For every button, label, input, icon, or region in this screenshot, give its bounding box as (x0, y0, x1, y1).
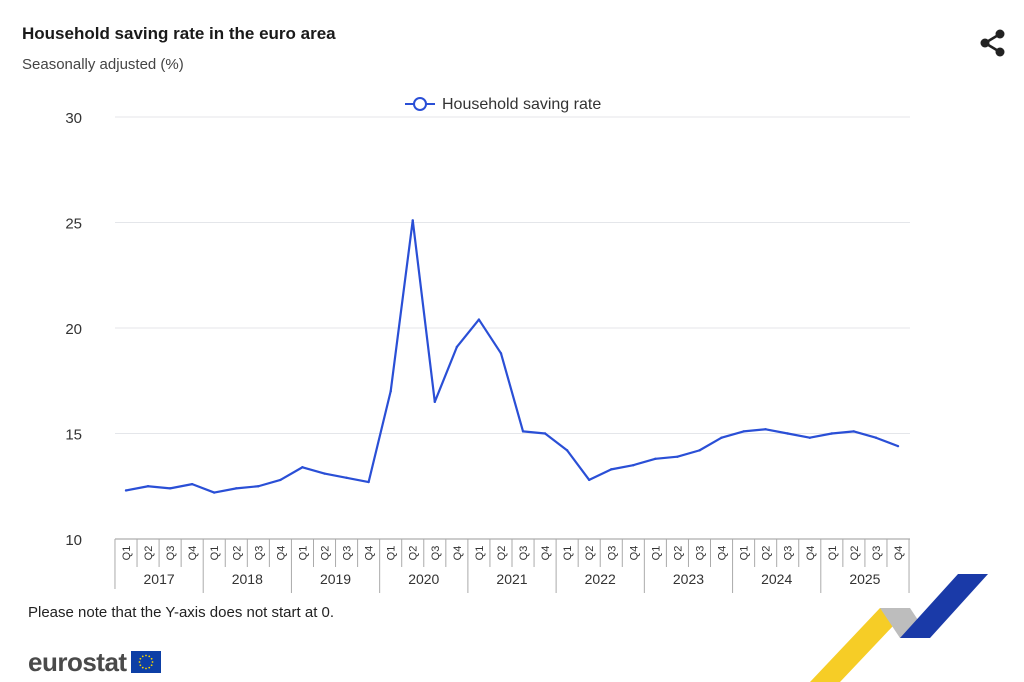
data-point (301, 466, 304, 469)
data-point (455, 345, 459, 349)
year-label: 2017 (144, 571, 175, 587)
quarter-label: Q1 (209, 546, 221, 561)
year-label: 2022 (585, 571, 616, 587)
year-label: 2021 (496, 571, 527, 587)
data-point (676, 455, 679, 458)
data-point (896, 444, 900, 448)
data-point (654, 457, 657, 461)
share-icon[interactable] (978, 28, 1008, 58)
data-point (257, 485, 260, 488)
data-point (124, 489, 128, 492)
data-point (764, 428, 767, 431)
year-label: 2020 (408, 571, 439, 587)
quarter-label: Q3 (694, 546, 706, 561)
decorative-stripes (810, 574, 988, 682)
data-point (742, 430, 745, 433)
quarter-label: Q4 (364, 546, 376, 561)
data-point (720, 436, 723, 439)
y-tick-label: 10 (65, 532, 82, 549)
data-point (521, 430, 525, 433)
quarter-label: Q2 (320, 546, 332, 561)
quarter-label: Q3 (783, 546, 795, 561)
quarter-label: Q1 (297, 546, 309, 561)
data-point (146, 485, 150, 488)
quarter-label: Q4 (893, 546, 905, 561)
eurostat-logo[interactable]: eurostat (28, 646, 161, 678)
logo-text: eurostat (28, 646, 127, 677)
data-point (168, 487, 172, 490)
data-point (808, 436, 811, 439)
data-point (499, 352, 503, 355)
quarter-label: Q1 (739, 546, 751, 561)
year-label: 2023 (673, 571, 704, 587)
quarter-label: Q4 (717, 546, 729, 561)
year-label: 2019 (320, 571, 351, 587)
quarter-label: Q1 (650, 546, 662, 561)
quarter-label: Q3 (606, 546, 618, 561)
data-point (632, 463, 635, 467)
quarter-label: Q2 (408, 546, 420, 561)
data-point (367, 480, 370, 484)
data-point (565, 449, 569, 452)
eu-flag-icon (130, 651, 161, 673)
quarter-label: Q3 (871, 546, 883, 561)
quarter-label: Q4 (187, 546, 199, 561)
year-label: 2024 (761, 571, 792, 587)
chart-title: Household saving rate in the euro area (22, 24, 336, 43)
data-point (830, 432, 834, 435)
quarter-label: Q3 (253, 546, 265, 561)
data-point (543, 432, 547, 435)
quarter-label: Q2 (849, 546, 861, 561)
quarter-label: Q1 (562, 546, 574, 561)
quarter-label: Q1 (827, 546, 839, 561)
quarter-label: Q2 (231, 546, 243, 561)
quarter-label: Q2 (496, 546, 508, 561)
data-point (852, 430, 856, 433)
data-point (345, 476, 348, 480)
quarter-label: Q4 (540, 546, 552, 561)
y-tick-label: 30 (65, 110, 82, 127)
data-point (411, 219, 414, 222)
data-point (433, 400, 436, 404)
data-point (389, 390, 392, 393)
quarter-label: Q1 (386, 546, 398, 561)
data-point (477, 318, 481, 321)
quarter-label: Q1 (121, 546, 133, 561)
data-point (279, 478, 282, 482)
data-point (235, 487, 238, 490)
quarter-label: Q2 (761, 546, 773, 561)
data-point (874, 436, 878, 439)
axis-note: Please note that the Y-axis does not sta… (28, 604, 335, 621)
data-point (698, 449, 701, 452)
quarter-label: Q2 (143, 546, 155, 561)
y-tick-label: 25 (65, 216, 82, 233)
series-line (125, 219, 899, 494)
quarter-label: Q4 (275, 546, 287, 561)
y-tick-label: 20 (65, 321, 82, 338)
data-point (610, 468, 613, 471)
data-point (323, 472, 326, 475)
data-point (213, 491, 216, 494)
legend-marker-icon (413, 97, 427, 111)
data-point (190, 482, 194, 486)
quarter-label: Q4 (628, 546, 640, 561)
quarter-label: Q2 (584, 546, 596, 561)
legend-label: Household saving rate (442, 96, 601, 113)
quarter-label: Q2 (672, 546, 684, 561)
y-tick-label: 15 (65, 427, 82, 444)
quarter-label: Q4 (452, 546, 464, 561)
quarter-label: Q3 (165, 546, 177, 561)
data-point (786, 432, 789, 435)
chart-subtitle: Seasonally adjusted (%) (22, 56, 184, 73)
quarter-label: Q3 (518, 546, 530, 561)
quarter-label: Q3 (430, 546, 442, 561)
quarter-label: Q1 (474, 546, 486, 561)
quarter-label: Q3 (342, 546, 354, 561)
year-label: 2025 (849, 571, 880, 587)
quarter-label: Q4 (805, 546, 817, 561)
year-label: 2018 (232, 571, 263, 587)
data-point (588, 478, 591, 482)
